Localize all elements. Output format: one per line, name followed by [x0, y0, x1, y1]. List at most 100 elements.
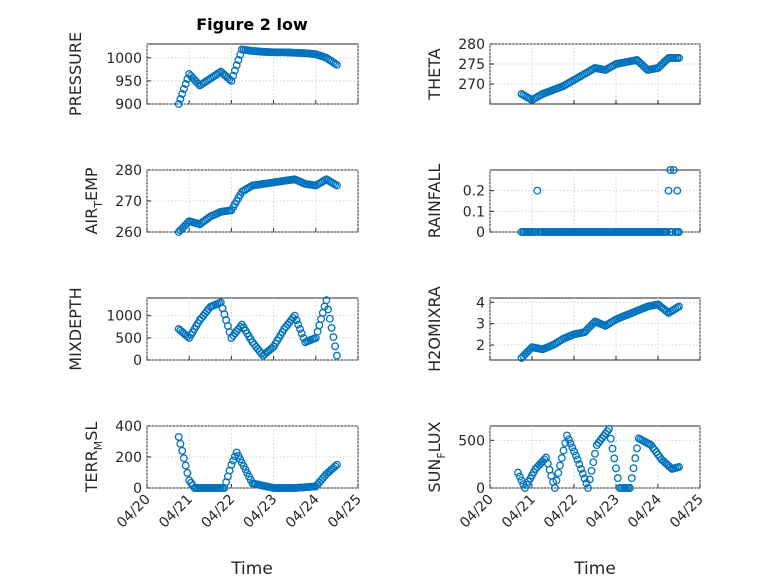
terr-msl-point [229, 456, 238, 465]
pressure-point [332, 60, 341, 69]
terr-msl-xtick-label: 04/20 [114, 492, 154, 532]
terr-msl-point [332, 460, 341, 469]
pressure-ytick-label: 1000 [106, 51, 142, 67]
sun-flux-point [568, 443, 577, 452]
mixdepth-point [296, 325, 304, 333]
theta-ytick-label: 270 [458, 77, 485, 93]
rainfall-axes [489, 169, 701, 233]
terr-msl-point [331, 462, 340, 471]
rainfall-point [673, 186, 682, 195]
pressure-point [181, 80, 190, 88]
sun-flux-point [571, 451, 580, 460]
terr-msl-ylabel: TERRMSL [82, 422, 105, 494]
sun-flux-point [563, 431, 571, 440]
pressure-ytick-label: 900 [115, 97, 142, 113]
mixdepth-point [297, 329, 306, 338]
h2omixra-ytick-label: 3 [476, 317, 485, 333]
sun-flux-point [570, 447, 578, 456]
terr-msl-point [176, 439, 185, 448]
pressure-point [232, 61, 241, 70]
rainfall-point [675, 228, 683, 236]
mixdepth-point [327, 323, 336, 332]
mixdepth-point [325, 314, 334, 323]
sun-flux-xtick-label: 04/21 [499, 492, 539, 532]
h2omixra-point [675, 302, 683, 311]
sun-flux-point [556, 461, 564, 470]
air-temp-ytick-label: 280 [115, 163, 142, 179]
sun-flux-xtick-label: 04/20 [457, 492, 497, 532]
terr-msl-point [183, 468, 192, 477]
mixdepth-ytick-label: 1000 [106, 309, 142, 325]
air-temp-ylabel: AIRTEMP [82, 167, 105, 234]
terr-msl-xtick-label: 04/23 [241, 492, 281, 532]
h2omixra-ylabel: H2OMIXRA [425, 286, 444, 372]
pressure-point [174, 100, 183, 108]
sun-flux-point [552, 476, 561, 485]
mixdepth-point [292, 316, 301, 325]
sun-flux-point [633, 444, 641, 453]
air-temp-ytick-label: 270 [115, 194, 142, 210]
terr-msl-point [227, 460, 236, 469]
pressure-point [230, 66, 239, 75]
pressure-point [178, 90, 187, 98]
pressure-ylabel: PRESSURE [66, 32, 85, 116]
mixdepth-point [331, 342, 340, 351]
sun-flux-point [584, 484, 592, 492]
rainfall-point [669, 166, 678, 174]
pressure-point [331, 59, 340, 68]
air-temp-ytick-label: 260 [115, 225, 142, 241]
rainfall-ytick-label: 0 [476, 225, 485, 241]
x-axis-label-right: Time [573, 559, 616, 579]
sun-flux-ytick-label: 500 [458, 433, 485, 449]
sun-flux-xtick-label: 04/22 [541, 492, 581, 532]
theta-ylabel: THETA [425, 48, 444, 100]
sun-flux-xtick-label: 04/25 [667, 492, 707, 532]
sun-flux-ytick-label: 0 [476, 481, 485, 497]
mixdepth-ytick-label: 0 [133, 353, 142, 369]
sun-flux-point [612, 464, 620, 473]
theta-ytick-label: 280 [458, 37, 485, 53]
sun-flux-point [550, 484, 559, 492]
sun-flux-point [515, 472, 524, 481]
mixdepth-ytick-label: 500 [115, 331, 142, 347]
sun-flux-point [675, 463, 683, 471]
theta-point [675, 54, 683, 62]
sun-flux-point [606, 434, 615, 443]
mixdepth-ylabel: MIXDEPTH [66, 287, 85, 370]
mixdepth-point [257, 349, 266, 358]
pressure-ytick-label: 950 [115, 74, 142, 90]
air-temp-point [332, 181, 341, 190]
sun-flux-point [580, 474, 589, 483]
mixdepth-point [294, 320, 303, 329]
mixdepth-point [183, 332, 192, 341]
sun-flux-ylabel: SUNFLUX [425, 421, 448, 492]
pressure-point [227, 76, 236, 85]
h2omixra-ytick-label: 4 [476, 295, 485, 311]
sun-flux-xtick-label: 04/24 [625, 491, 665, 531]
h2omixra-ytick-label: 2 [476, 338, 485, 354]
sun-flux-point [554, 469, 563, 477]
sun-flux-point [514, 468, 522, 477]
rainfall-point [666, 166, 675, 174]
sun-flux-point [610, 454, 619, 463]
sun-flux-point [608, 444, 617, 453]
sun-flux-point [629, 464, 638, 473]
rainfall-ylabel: RAINFALL [425, 164, 444, 239]
sun-flux-point [631, 454, 640, 463]
terr-msl-point [179, 454, 188, 463]
terr-msl-ytick-label: 400 [115, 419, 142, 435]
sun-flux-point [605, 424, 613, 433]
sun-flux-point [626, 484, 634, 492]
sun-flux-point [577, 464, 585, 473]
h2omixra-axes [489, 297, 701, 361]
sun-flux-point [575, 460, 584, 469]
terr-msl-ytick-label: 200 [115, 450, 142, 466]
rainfall-ytick-label: 0.2 [463, 184, 485, 200]
terr-msl-xtick-label: 04/22 [198, 492, 238, 532]
pressure-point [194, 79, 202, 88]
terr-msl-ytick-label: 0 [133, 481, 142, 497]
pressure-point [176, 95, 185, 103]
rainfall-point [662, 228, 671, 236]
x-axis-label-left: Time [230, 559, 273, 579]
